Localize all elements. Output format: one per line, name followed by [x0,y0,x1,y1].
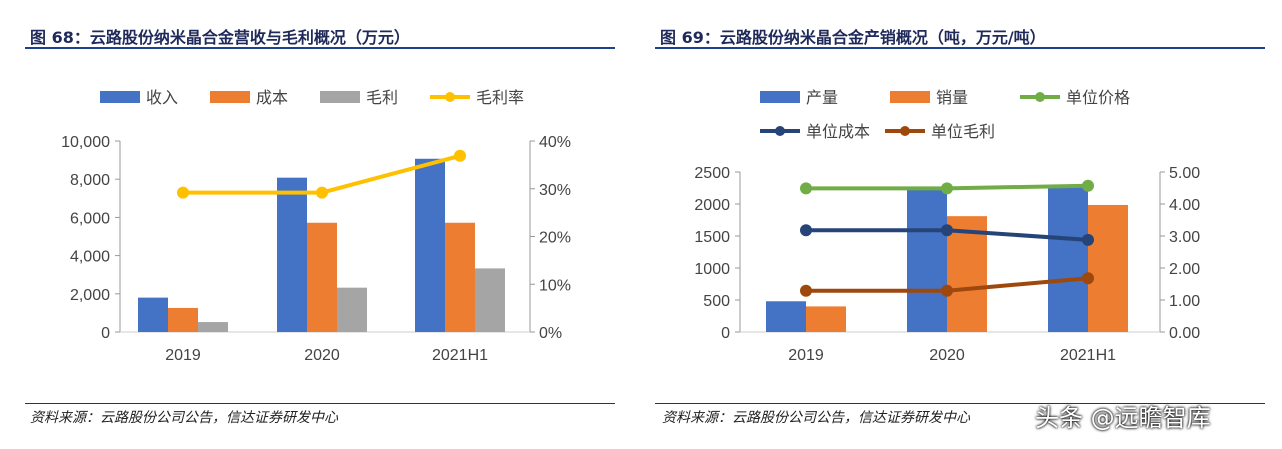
point-单位价格 [941,182,953,195]
bar-产量 [1048,185,1088,332]
x-tick-label: 2021H1 [432,347,488,364]
point-单位价格 [1082,179,1094,192]
chart-title-69: 图 69：云路股份纳米晶合金产销概况（吨，万元/吨） [660,28,1046,47]
bar-成本 [168,307,198,332]
bar-成本 [445,222,475,332]
x-tick-label: 2020 [304,347,340,364]
y-tick-label: 2500 [694,165,730,182]
point-单位毛利 [800,284,812,297]
y-tick-label: 0 [101,325,110,342]
y2-tick-label: 3.00 [1169,229,1200,246]
point-单位价格 [800,182,812,195]
y2-tick-label: 40% [539,134,571,151]
point-毛利率 [316,186,328,199]
point-单位成本 [941,224,953,237]
watermark: 头条 @远瞻智库 [1035,404,1211,432]
point-单位成本 [1082,233,1094,246]
y-tick-label: 1000 [694,261,730,278]
bar-收入 [415,158,445,332]
legend-swatch [760,91,800,103]
y2-tick-label: 0.00 [1169,325,1200,342]
bar-收入 [138,297,168,332]
y2-tick-label: 4.00 [1169,197,1200,214]
y2-tick-label: 0% [539,325,562,342]
x-tick-label: 2020 [929,347,965,364]
x-tick-label: 2019 [788,347,824,364]
title-rule [655,47,1265,49]
y2-tick-label: 5.00 [1169,165,1200,182]
source-rule [25,403,615,404]
bar-毛利 [198,322,228,332]
bar-销量 [947,216,987,332]
legend-label: 单位成本 [806,123,870,141]
chart-title-68: 图 68：云路股份纳米晶合金营收与毛利概况（万元） [30,28,410,47]
legend-label: 产量 [806,89,838,107]
bar-销量 [806,306,846,332]
source-rule [655,403,1265,404]
x-tick-label: 2019 [165,347,201,364]
point-单位成本 [800,224,812,237]
source-note-69: 资料来源：云路股份公司公告，信达证券研发中心 [662,410,970,426]
y2-tick-label: 30% [539,182,571,199]
source-note-68: 资料来源：云路股份公司公告，信达证券研发中心 [30,410,338,426]
legend-swatch [775,126,785,136]
y2-tick-label: 20% [539,230,571,247]
legend-label: 单位毛利 [931,123,995,141]
point-毛利率 [177,186,189,199]
bar-收入 [277,177,307,332]
y2-tick-label: 1.00 [1169,293,1200,310]
y-tick-label: 4,000 [70,249,110,266]
bar-产量 [907,189,947,332]
legend-swatch [1035,92,1045,102]
bar-产量 [766,301,806,332]
y-tick-label: 6,000 [70,210,110,227]
legend-label: 毛利 [366,89,398,107]
legend-swatch [100,91,140,103]
y-tick-label: 2,000 [70,287,110,304]
bar-销量 [1088,204,1128,332]
legend-swatch [210,91,250,103]
y-tick-label: 8,000 [70,172,110,189]
y2-tick-label: 2.00 [1169,261,1200,278]
legend-swatch [890,91,930,103]
y2-tick-label: 10% [539,277,571,294]
y-tick-label: 10,000 [61,134,110,151]
legend-label: 成本 [256,89,288,107]
title-rule [25,47,615,49]
legend-label: 收入 [146,89,178,107]
legend-swatch [445,92,455,102]
point-单位毛利 [1082,272,1094,285]
y-tick-label: 0 [721,325,730,342]
bar-毛利 [337,287,367,332]
legend-label: 销量 [936,89,968,107]
legend-swatch [900,126,910,136]
legend-label: 单位价格 [1066,89,1130,107]
bar-毛利 [475,268,505,332]
y-tick-label: 1500 [694,229,730,246]
x-tick-label: 2021H1 [1060,347,1116,364]
point-单位毛利 [941,284,953,297]
y-tick-label: 2000 [694,197,730,214]
point-毛利率 [454,149,466,162]
legend-label: 毛利率 [476,89,524,107]
bar-成本 [307,222,337,332]
y-tick-label: 500 [703,293,730,310]
legend-swatch [320,91,360,103]
